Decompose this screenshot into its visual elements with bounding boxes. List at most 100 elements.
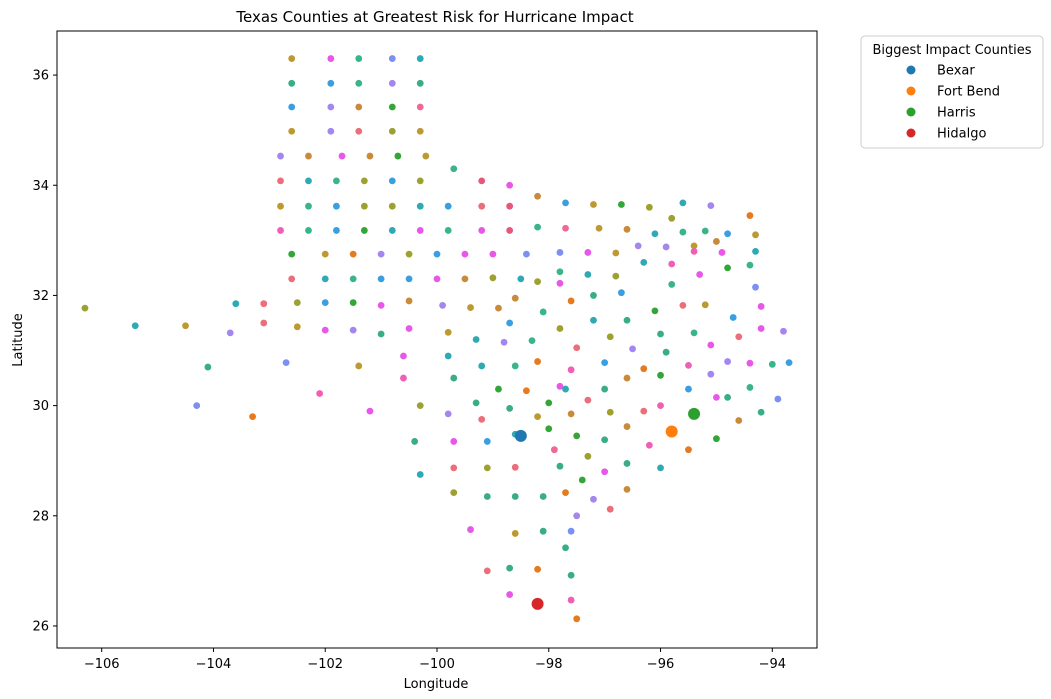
y-axis-title: Latitude — [11, 313, 26, 367]
county-point — [405, 297, 413, 305]
county-point — [545, 399, 553, 407]
county-point — [444, 352, 452, 360]
county-point — [349, 326, 357, 334]
x-tick-label: −98 — [535, 657, 562, 672]
county-point — [562, 199, 569, 207]
county-point — [333, 227, 340, 234]
county-point — [282, 359, 290, 367]
county-point — [131, 322, 139, 330]
county-point — [724, 264, 731, 272]
county-point — [444, 227, 452, 234]
county-point — [277, 227, 284, 234]
county-point — [377, 301, 385, 309]
county-point — [495, 385, 502, 393]
y-tick-label: 32 — [32, 289, 49, 304]
county-point — [595, 224, 603, 232]
county-point — [388, 202, 396, 210]
county-point — [349, 275, 357, 283]
county-point — [640, 365, 648, 373]
county-point — [601, 468, 609, 476]
county-point — [360, 227, 368, 234]
county-point — [590, 201, 597, 208]
county-point — [601, 436, 609, 444]
county-point — [752, 231, 759, 239]
county-point — [623, 460, 631, 467]
x-tick-label: −94 — [759, 657, 786, 672]
county-point — [333, 202, 340, 210]
legend-entry-label: Bexar — [937, 64, 975, 79]
county-point — [562, 544, 569, 552]
county-point — [662, 348, 670, 356]
county-point — [277, 152, 284, 160]
county-point — [679, 301, 687, 309]
county-point — [573, 432, 581, 440]
county-point — [573, 344, 581, 352]
county-point — [478, 415, 486, 423]
legend-marker — [906, 107, 916, 117]
county-point — [327, 55, 335, 62]
county-point — [483, 464, 491, 472]
county-point — [506, 564, 514, 572]
county-point — [450, 438, 458, 445]
county-point — [550, 446, 558, 454]
county-point — [713, 238, 720, 245]
county-point — [293, 323, 301, 331]
county-point — [506, 319, 514, 327]
county-point — [556, 462, 564, 470]
county-point — [506, 227, 514, 234]
y-axis: 26 28 30 32 34 36 — [32, 69, 57, 634]
county-point — [333, 177, 340, 185]
county-point — [260, 300, 268, 308]
county-point — [416, 227, 424, 234]
county-point — [394, 152, 402, 160]
county-point — [690, 247, 698, 255]
county-point — [400, 374, 407, 382]
county-point — [450, 464, 458, 472]
county-point — [388, 55, 396, 62]
county-point — [478, 177, 486, 185]
county-point — [288, 127, 296, 135]
county-point — [606, 505, 614, 513]
county-point — [584, 249, 592, 256]
highlight-point-hidalgo — [531, 597, 544, 610]
legend-marker — [906, 65, 916, 75]
county-point — [366, 152, 374, 160]
county-point — [623, 225, 631, 233]
county-point — [305, 202, 312, 210]
county-point — [450, 489, 458, 497]
county-point — [556, 279, 564, 287]
county-point — [562, 489, 569, 497]
y-tick-label: 26 — [32, 619, 49, 634]
county-point — [305, 227, 312, 234]
county-point — [511, 463, 519, 471]
county-point — [388, 227, 396, 234]
county-point — [349, 299, 357, 306]
x-tick-label: −104 — [196, 657, 232, 672]
county-point — [288, 103, 296, 111]
county-point — [757, 325, 765, 332]
county-point — [321, 326, 329, 334]
legend: Biggest Impact Counties Bexar Fort Bend Ha… — [860, 35, 1044, 149]
county-point — [193, 402, 201, 410]
county-point — [556, 268, 564, 276]
county-point — [416, 202, 424, 210]
county-point — [707, 202, 715, 210]
county-point — [416, 127, 424, 135]
county-point — [612, 249, 620, 257]
county-point — [483, 493, 491, 500]
y-tick-label: 30 — [32, 399, 49, 414]
county-point — [416, 177, 424, 185]
county-point — [355, 79, 363, 87]
county-point — [444, 328, 452, 336]
county-point — [690, 242, 698, 250]
legend-marker — [906, 86, 916, 96]
county-point — [746, 212, 754, 219]
county-point — [439, 301, 446, 309]
county-point — [562, 224, 569, 232]
county-point — [629, 345, 636, 353]
county-point — [668, 260, 676, 268]
county-point — [444, 202, 452, 210]
county-point — [679, 199, 687, 207]
county-point — [506, 404, 514, 412]
